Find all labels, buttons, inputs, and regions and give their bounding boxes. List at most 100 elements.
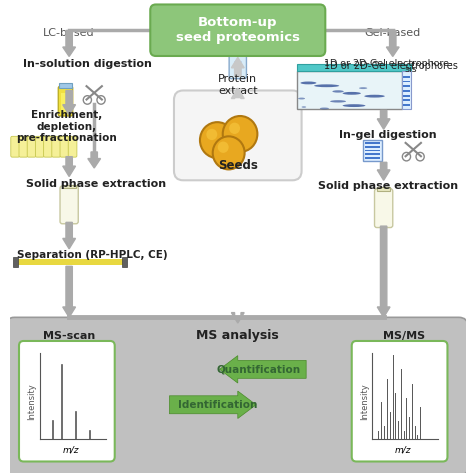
FancyArrow shape	[63, 156, 75, 176]
Bar	[297, 64, 411, 71]
FancyArrow shape	[219, 356, 306, 383]
FancyArrow shape	[231, 88, 244, 99]
Text: Identification: Identification	[178, 400, 257, 410]
Bar	[377, 187, 391, 191]
Bar	[403, 76, 410, 78]
FancyBboxPatch shape	[58, 86, 73, 116]
FancyArrow shape	[169, 391, 256, 419]
Bar	[365, 146, 381, 148]
Bar	[403, 90, 410, 92]
FancyBboxPatch shape	[352, 341, 447, 462]
Text: Enrichment,
depletion,
pre-fractionation: Enrichment, depletion, pre-fractionation	[17, 110, 117, 144]
FancyArrow shape	[63, 91, 75, 115]
FancyBboxPatch shape	[60, 186, 78, 224]
Text: Seeds: Seeds	[218, 159, 258, 172]
Text: Protein
extract: Protein extract	[218, 74, 257, 96]
Circle shape	[402, 153, 410, 161]
Text: MS-scan: MS-scan	[43, 331, 95, 341]
Bar	[402, 71, 411, 109]
FancyArrow shape	[386, 30, 399, 56]
Ellipse shape	[359, 87, 367, 89]
FancyBboxPatch shape	[5, 318, 468, 474]
Bar	[403, 100, 410, 101]
Bar	[365, 157, 381, 159]
Circle shape	[97, 96, 105, 104]
Bar	[365, 150, 381, 152]
Ellipse shape	[301, 106, 306, 108]
Bar	[297, 71, 402, 109]
Circle shape	[229, 123, 240, 134]
FancyArrow shape	[377, 110, 390, 129]
FancyBboxPatch shape	[44, 137, 52, 157]
Ellipse shape	[320, 108, 329, 109]
Bar	[14, 259, 124, 265]
Text: In-solution digestion: In-solution digestion	[23, 59, 152, 69]
Bar	[363, 140, 382, 161]
Text: sis: sis	[404, 65, 417, 74]
Bar	[403, 104, 410, 106]
FancyArrow shape	[231, 313, 244, 323]
Bar	[234, 61, 242, 75]
Ellipse shape	[343, 104, 365, 107]
Ellipse shape	[332, 90, 344, 92]
Text: 1D or 2D-Gel electrophore-: 1D or 2D-Gel electrophore-	[324, 59, 452, 68]
Bar	[403, 85, 410, 87]
FancyBboxPatch shape	[60, 137, 69, 157]
Bar	[62, 184, 76, 188]
Ellipse shape	[343, 92, 361, 95]
Circle shape	[223, 116, 257, 152]
Text: Solid phase extraction: Solid phase extraction	[318, 182, 458, 191]
Text: Intensity: Intensity	[27, 383, 36, 420]
FancyBboxPatch shape	[229, 46, 246, 79]
Text: Solid phase extraction: Solid phase extraction	[27, 179, 166, 189]
Bar	[365, 154, 381, 155]
Text: Intensity: Intensity	[360, 383, 369, 420]
Text: Quantification: Quantification	[216, 365, 301, 374]
Circle shape	[218, 142, 228, 153]
Bar	[365, 142, 381, 144]
FancyBboxPatch shape	[19, 137, 27, 157]
FancyArrow shape	[377, 162, 390, 180]
Bar	[13, 257, 18, 267]
FancyBboxPatch shape	[68, 137, 77, 157]
Text: MS/MS: MS/MS	[383, 331, 425, 341]
Bar	[403, 81, 410, 82]
Circle shape	[83, 96, 91, 104]
FancyBboxPatch shape	[374, 189, 393, 228]
Text: 1D or 2D-Gel electrophores: 1D or 2D-Gel electrophores	[324, 61, 457, 71]
Circle shape	[213, 137, 245, 169]
Circle shape	[206, 129, 217, 140]
FancyArrow shape	[63, 266, 75, 318]
FancyArrow shape	[88, 152, 100, 168]
Bar	[403, 95, 410, 97]
FancyBboxPatch shape	[27, 137, 36, 157]
Bar	[62, 93, 70, 112]
Text: Separation (RP-HPLC, CE): Separation (RP-HPLC, CE)	[17, 250, 167, 260]
FancyBboxPatch shape	[52, 137, 61, 157]
Ellipse shape	[314, 84, 339, 87]
FancyBboxPatch shape	[19, 341, 115, 462]
Text: LC-based: LC-based	[43, 28, 95, 38]
Text: In-gel digestion: In-gel digestion	[339, 130, 437, 140]
Circle shape	[200, 122, 235, 158]
Text: Bottom-up
seed proteomics: Bottom-up seed proteomics	[176, 16, 300, 44]
Text: Gel-based: Gel-based	[365, 28, 421, 38]
Text: MS analysis: MS analysis	[196, 329, 279, 342]
FancyArrow shape	[63, 222, 75, 249]
Bar	[59, 83, 72, 88]
Ellipse shape	[330, 100, 346, 102]
Circle shape	[416, 153, 424, 161]
Ellipse shape	[301, 82, 317, 84]
Bar	[231, 45, 244, 49]
FancyBboxPatch shape	[36, 137, 44, 157]
Text: m/z: m/z	[394, 445, 411, 454]
Text: m/z: m/z	[63, 445, 80, 454]
Ellipse shape	[298, 98, 305, 100]
FancyBboxPatch shape	[150, 4, 325, 56]
Bar	[122, 257, 128, 267]
Ellipse shape	[365, 95, 385, 98]
FancyArrow shape	[377, 226, 390, 318]
FancyBboxPatch shape	[11, 137, 19, 157]
FancyArrow shape	[231, 57, 244, 76]
FancyBboxPatch shape	[174, 91, 301, 180]
